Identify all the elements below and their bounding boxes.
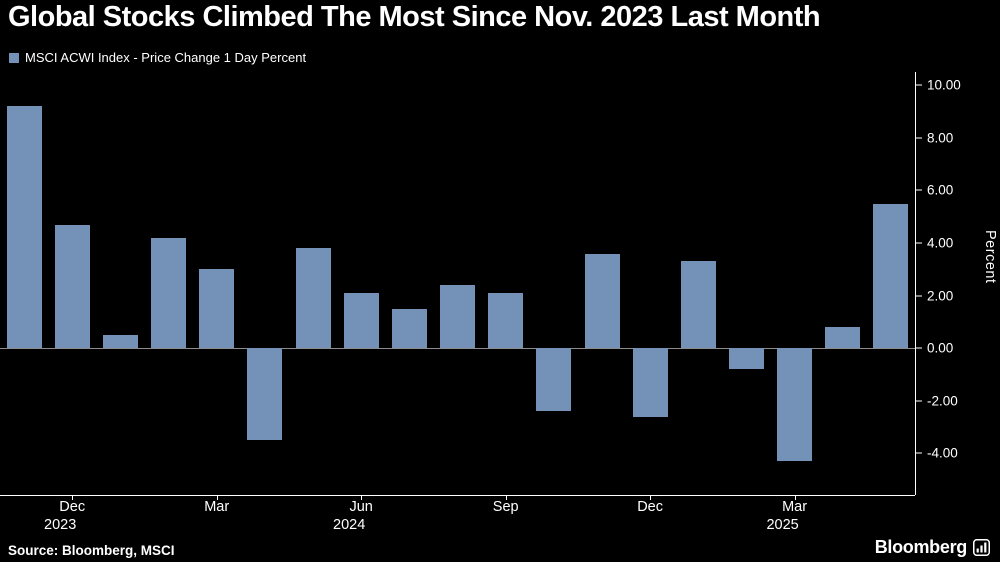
page-title: Global Stocks Climbed The Most Since Nov… (8, 1, 821, 33)
x-axis: Dec 2023 Mar Jun 2024 Sep Dec Mar 2025 (0, 497, 915, 539)
y-tick--4.00: -4.00 (916, 446, 958, 461)
y-tick-4.00: 4.00 (916, 236, 953, 251)
y-tick-label: 6.00 (927, 182, 954, 198)
source-attribution: Source: Bloomberg, MSCI (8, 543, 175, 558)
legend-swatch-icon (9, 52, 19, 63)
y-tick-8.00: 8.00 (916, 130, 953, 145)
bar-mar-2025 (777, 348, 813, 462)
x-year-label-2024: 2024 (333, 517, 366, 533)
legend-label: MSCI ACWI Index - Price Change 1 Day Per… (25, 50, 307, 65)
bar-feb-2025 (728, 348, 764, 370)
y-tick-label: 8.00 (927, 130, 954, 146)
bar-apr-2025 (825, 327, 861, 349)
y-tick-label: 10.00 (927, 77, 961, 93)
y-tick-mark (916, 347, 922, 349)
x-tick-mark (794, 496, 796, 500)
x-tick-label-dec-13: Dec (637, 499, 663, 515)
y-tick-mark (916, 452, 922, 454)
y-tick-2.00: 2.00 (916, 288, 953, 303)
y-tick-mark (916, 242, 922, 244)
y-tick-label: 2.00 (927, 288, 954, 304)
x-tick-mark (72, 496, 74, 500)
x-tick-mark (505, 496, 507, 500)
bar-dec-2023 (54, 224, 90, 349)
bloomberg-bars-icon (973, 539, 990, 556)
x-year-label-2023: 2023 (44, 517, 77, 533)
bar-feb-2024 (151, 237, 187, 349)
x-tick-mark (650, 496, 652, 500)
bar-jan-2024 (102, 335, 138, 349)
bar-mar-2024 (199, 269, 235, 349)
y-tick-mark (916, 84, 922, 86)
bar-may-2024 (295, 248, 331, 349)
y-tick-label: -4.00 (927, 445, 958, 461)
bar-sep-2024 (488, 293, 524, 349)
y-tick-label: 0.00 (927, 340, 954, 356)
bar-apr-2024 (247, 348, 283, 441)
bar-aug-2024 (440, 285, 475, 349)
x-tick-label-dec-1: Dec (59, 499, 86, 515)
y-tick--2.00: -2.00 (916, 393, 958, 408)
y-axis-title: Percent (982, 230, 998, 284)
y-tick-label: 4.00 (927, 235, 954, 251)
zero-gridline (0, 348, 915, 350)
bar-nov-2024 (584, 253, 620, 349)
x-tick-label-sep-10: Sep (492, 499, 519, 515)
bar-oct-2024 (536, 348, 572, 412)
x-tick-mark (216, 496, 218, 500)
x-tick-label-jun-7: Jun (349, 499, 373, 515)
bar-may-2025 (873, 203, 909, 349)
y-axis: 10.00 8.00 6.00 4.00 2.00 0.00 -2.00 -4.00 (915, 72, 1000, 495)
y-tick-0.00: 0.00 (916, 341, 953, 356)
y-tick-mark (916, 400, 922, 402)
y-tick-10.00: 10.00 (916, 78, 961, 93)
bar-jun-2024 (343, 293, 379, 349)
brand-name: Bloomberg (874, 537, 968, 557)
bar-jan-2025 (680, 261, 716, 349)
x-tick-label-mar-16: Mar (782, 499, 808, 515)
y-tick-mark (916, 137, 922, 139)
brand-logo: Bloomberg (875, 537, 990, 558)
x-tick-mark (361, 496, 363, 500)
x-year-label-2025: 2025 (766, 517, 799, 533)
bar-jul-2024 (391, 308, 427, 349)
x-tick-label-mar-4: Mar (204, 499, 230, 515)
y-tick-mark (916, 295, 922, 297)
bar-dec-2024 (632, 348, 668, 417)
chart-legend: MSCI ACWI Index - Price Change 1 Day Per… (9, 50, 306, 65)
bar-nov-2023 (6, 106, 42, 349)
y-tick-label: -2.00 (927, 393, 958, 409)
plot-area (0, 72, 915, 500)
y-tick-mark (916, 189, 922, 191)
y-tick-6.00: 6.00 (916, 183, 953, 198)
